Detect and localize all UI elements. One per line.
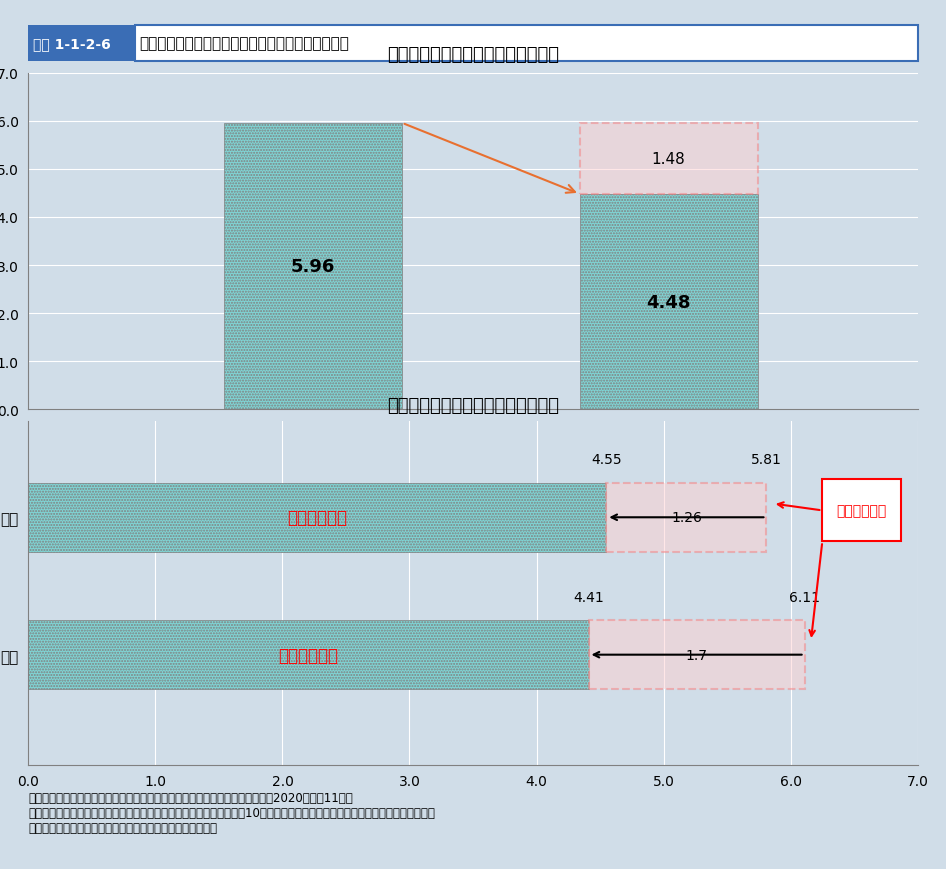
FancyBboxPatch shape: [28, 620, 588, 689]
FancyBboxPatch shape: [224, 123, 402, 409]
Text: 感染症影響下: 感染症影響下: [288, 508, 347, 527]
Text: 6.11: 6.11: [789, 590, 820, 604]
Text: 1.48: 1.48: [652, 152, 686, 167]
Text: 5.81: 5.81: [751, 453, 782, 467]
FancyBboxPatch shape: [588, 620, 804, 689]
Text: 5.96: 5.96: [290, 258, 335, 275]
Title: 生活全体の満足度の変化（男女計）: 生活全体の満足度の変化（男女計）: [387, 46, 559, 63]
Text: 1.26: 1.26: [671, 511, 702, 525]
FancyBboxPatch shape: [580, 123, 758, 195]
FancyBboxPatch shape: [822, 480, 902, 541]
Title: 生活全体の満足度の変化（男女別）: 生活全体の満足度の変化（男女別）: [387, 396, 559, 415]
Text: 資料：内閣府「「満足度・生活の質に関する調査」に関する第４次報告書」（2020年９月11日）
（注）　「全く満足していない」を０点、「非常に満足している」を10: 資料：内閣府「「満足度・生活の質に関する調査」に関する第４次報告書」（2020年…: [28, 791, 435, 833]
Text: 4.55: 4.55: [591, 453, 622, 467]
Text: 新型コロナ感染拡大前後の生活全体の満足度の変化: 新型コロナ感染拡大前後の生活全体の満足度の変化: [140, 36, 349, 51]
Text: 感染症影響下: 感染症影響下: [278, 646, 339, 664]
Text: 感染症拡大前: 感染症拡大前: [836, 504, 886, 518]
Bar: [135, 26, 918, 62]
Text: 4.41: 4.41: [573, 590, 604, 604]
FancyBboxPatch shape: [606, 483, 766, 552]
FancyBboxPatch shape: [28, 483, 606, 552]
Text: 1.7: 1.7: [686, 648, 708, 662]
Text: 図表 1-1-2-6: 図表 1-1-2-6: [33, 37, 111, 51]
Text: 4.48: 4.48: [646, 293, 691, 311]
FancyBboxPatch shape: [580, 195, 758, 409]
Bar: [28, 26, 135, 62]
